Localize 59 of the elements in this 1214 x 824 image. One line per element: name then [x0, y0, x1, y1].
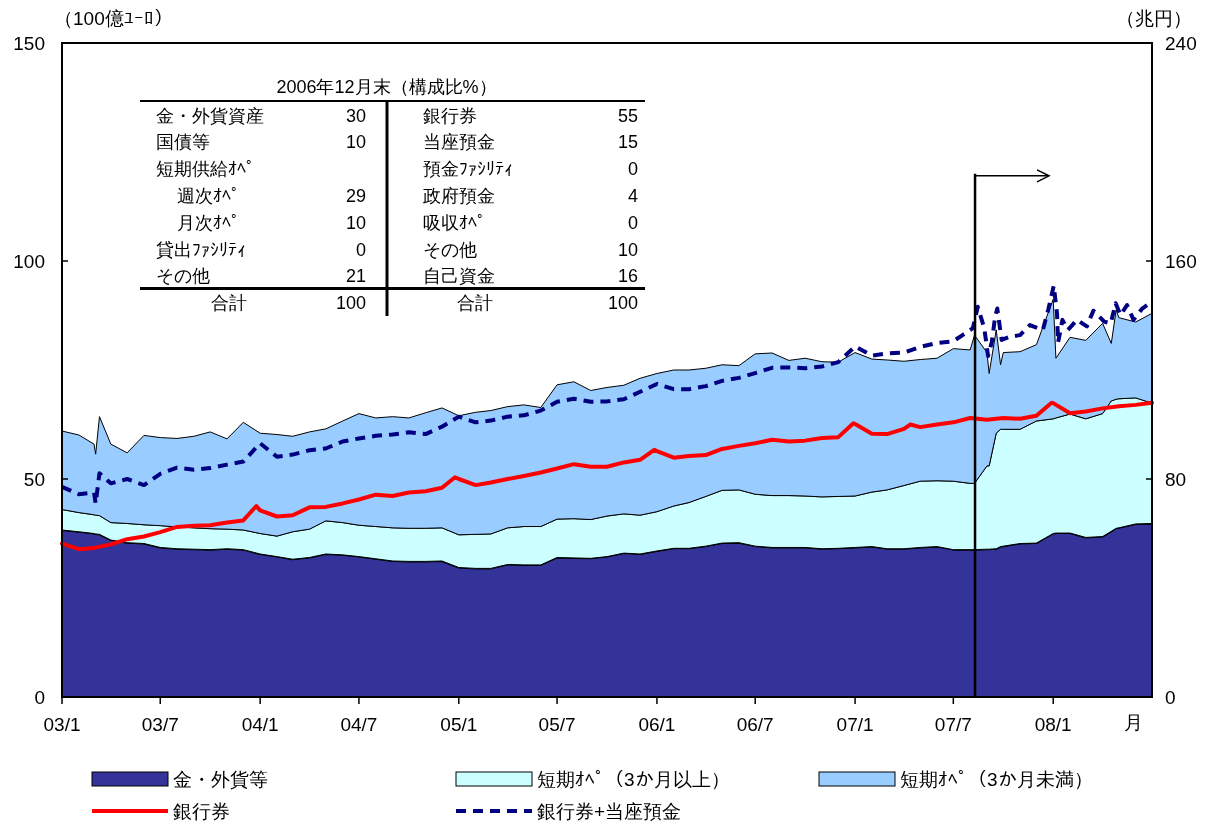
text: 政府預金 [423, 185, 495, 206]
y2-axis-title: （兆円） [1116, 7, 1192, 29]
legend-label: 銀行券+当座預金 [537, 800, 682, 822]
text: 15 [617, 132, 638, 153]
x-tick-label: 05/7 [538, 713, 576, 735]
x-tick-label: 04/7 [340, 713, 378, 735]
text: 100 [607, 293, 638, 314]
text: 月次ｵﾍﾟ [177, 212, 240, 233]
text: 預金ﾌｧｼﾘﾃｨ [423, 159, 513, 180]
x-axis-title: 月 [1123, 711, 1143, 733]
text: 10 [345, 132, 366, 153]
y2-tick-label: 0 [1165, 686, 1176, 708]
text: 21 [345, 266, 366, 287]
text: 金・外貨資産 [156, 105, 264, 126]
text: 0 [627, 212, 638, 233]
x-tick-label: 04/1 [241, 713, 279, 735]
y-tick-label: 100 [13, 250, 45, 272]
y-axis-title: （100億ﾕｰﾛ） [54, 7, 173, 29]
x-tick-label: 08/1 [1034, 713, 1072, 735]
text: 当座預金 [423, 132, 495, 153]
text: 16 [617, 266, 638, 287]
text: 自己資金 [423, 266, 495, 287]
text: 2006年12月末（構成比%） [276, 77, 497, 97]
legend-label: 銀行券 [173, 800, 230, 822]
text: 29 [345, 185, 366, 206]
text: 銀行券 [423, 105, 477, 126]
x-tick-label: 07/7 [934, 713, 972, 735]
text: 合計 [211, 293, 247, 314]
y-tick-label: 50 [23, 468, 45, 490]
text: 吸収ｵﾍﾟ [423, 212, 486, 233]
text: 0 [627, 159, 638, 180]
x-tick-label: 06/7 [736, 713, 774, 735]
x-tick-label: 06/1 [638, 713, 676, 735]
legend-label: 金・外貨等 [173, 768, 268, 790]
text: 10 [617, 239, 638, 260]
y2-tick-label: 160 [1165, 250, 1197, 272]
text: 貸出ﾌｧｼﾘﾃｨ [156, 239, 246, 260]
text: 合計 [457, 293, 493, 314]
x-tick-label: 03/1 [43, 713, 81, 735]
text: 4 [627, 185, 638, 206]
y-tick-label: 0 [34, 686, 45, 708]
y2-tick-label: 240 [1165, 32, 1197, 54]
x-tick-label: 05/1 [440, 713, 478, 735]
text: 国債等 [156, 132, 210, 153]
legend-label: 短期ｵﾍﾟ（3か月以上） [537, 768, 730, 790]
y2-tick-label: 80 [1165, 468, 1187, 490]
x-tick-label: 03/7 [141, 713, 179, 735]
text: 10 [345, 212, 366, 233]
text: 55 [617, 105, 638, 126]
text: 100 [335, 293, 366, 314]
text: 短期供給ｵﾍﾟ [156, 159, 255, 180]
y-tick-label: 150 [13, 32, 45, 54]
text: 0 [355, 239, 366, 260]
x-tick-label: 07/1 [836, 713, 874, 735]
text: その他 [423, 239, 477, 260]
text: 週次ｵﾍﾟ [177, 185, 240, 206]
text: その他 [156, 266, 210, 287]
legend-label: 短期ｵﾍﾟ（3か月未満） [900, 768, 1093, 790]
text: 30 [345, 105, 366, 126]
